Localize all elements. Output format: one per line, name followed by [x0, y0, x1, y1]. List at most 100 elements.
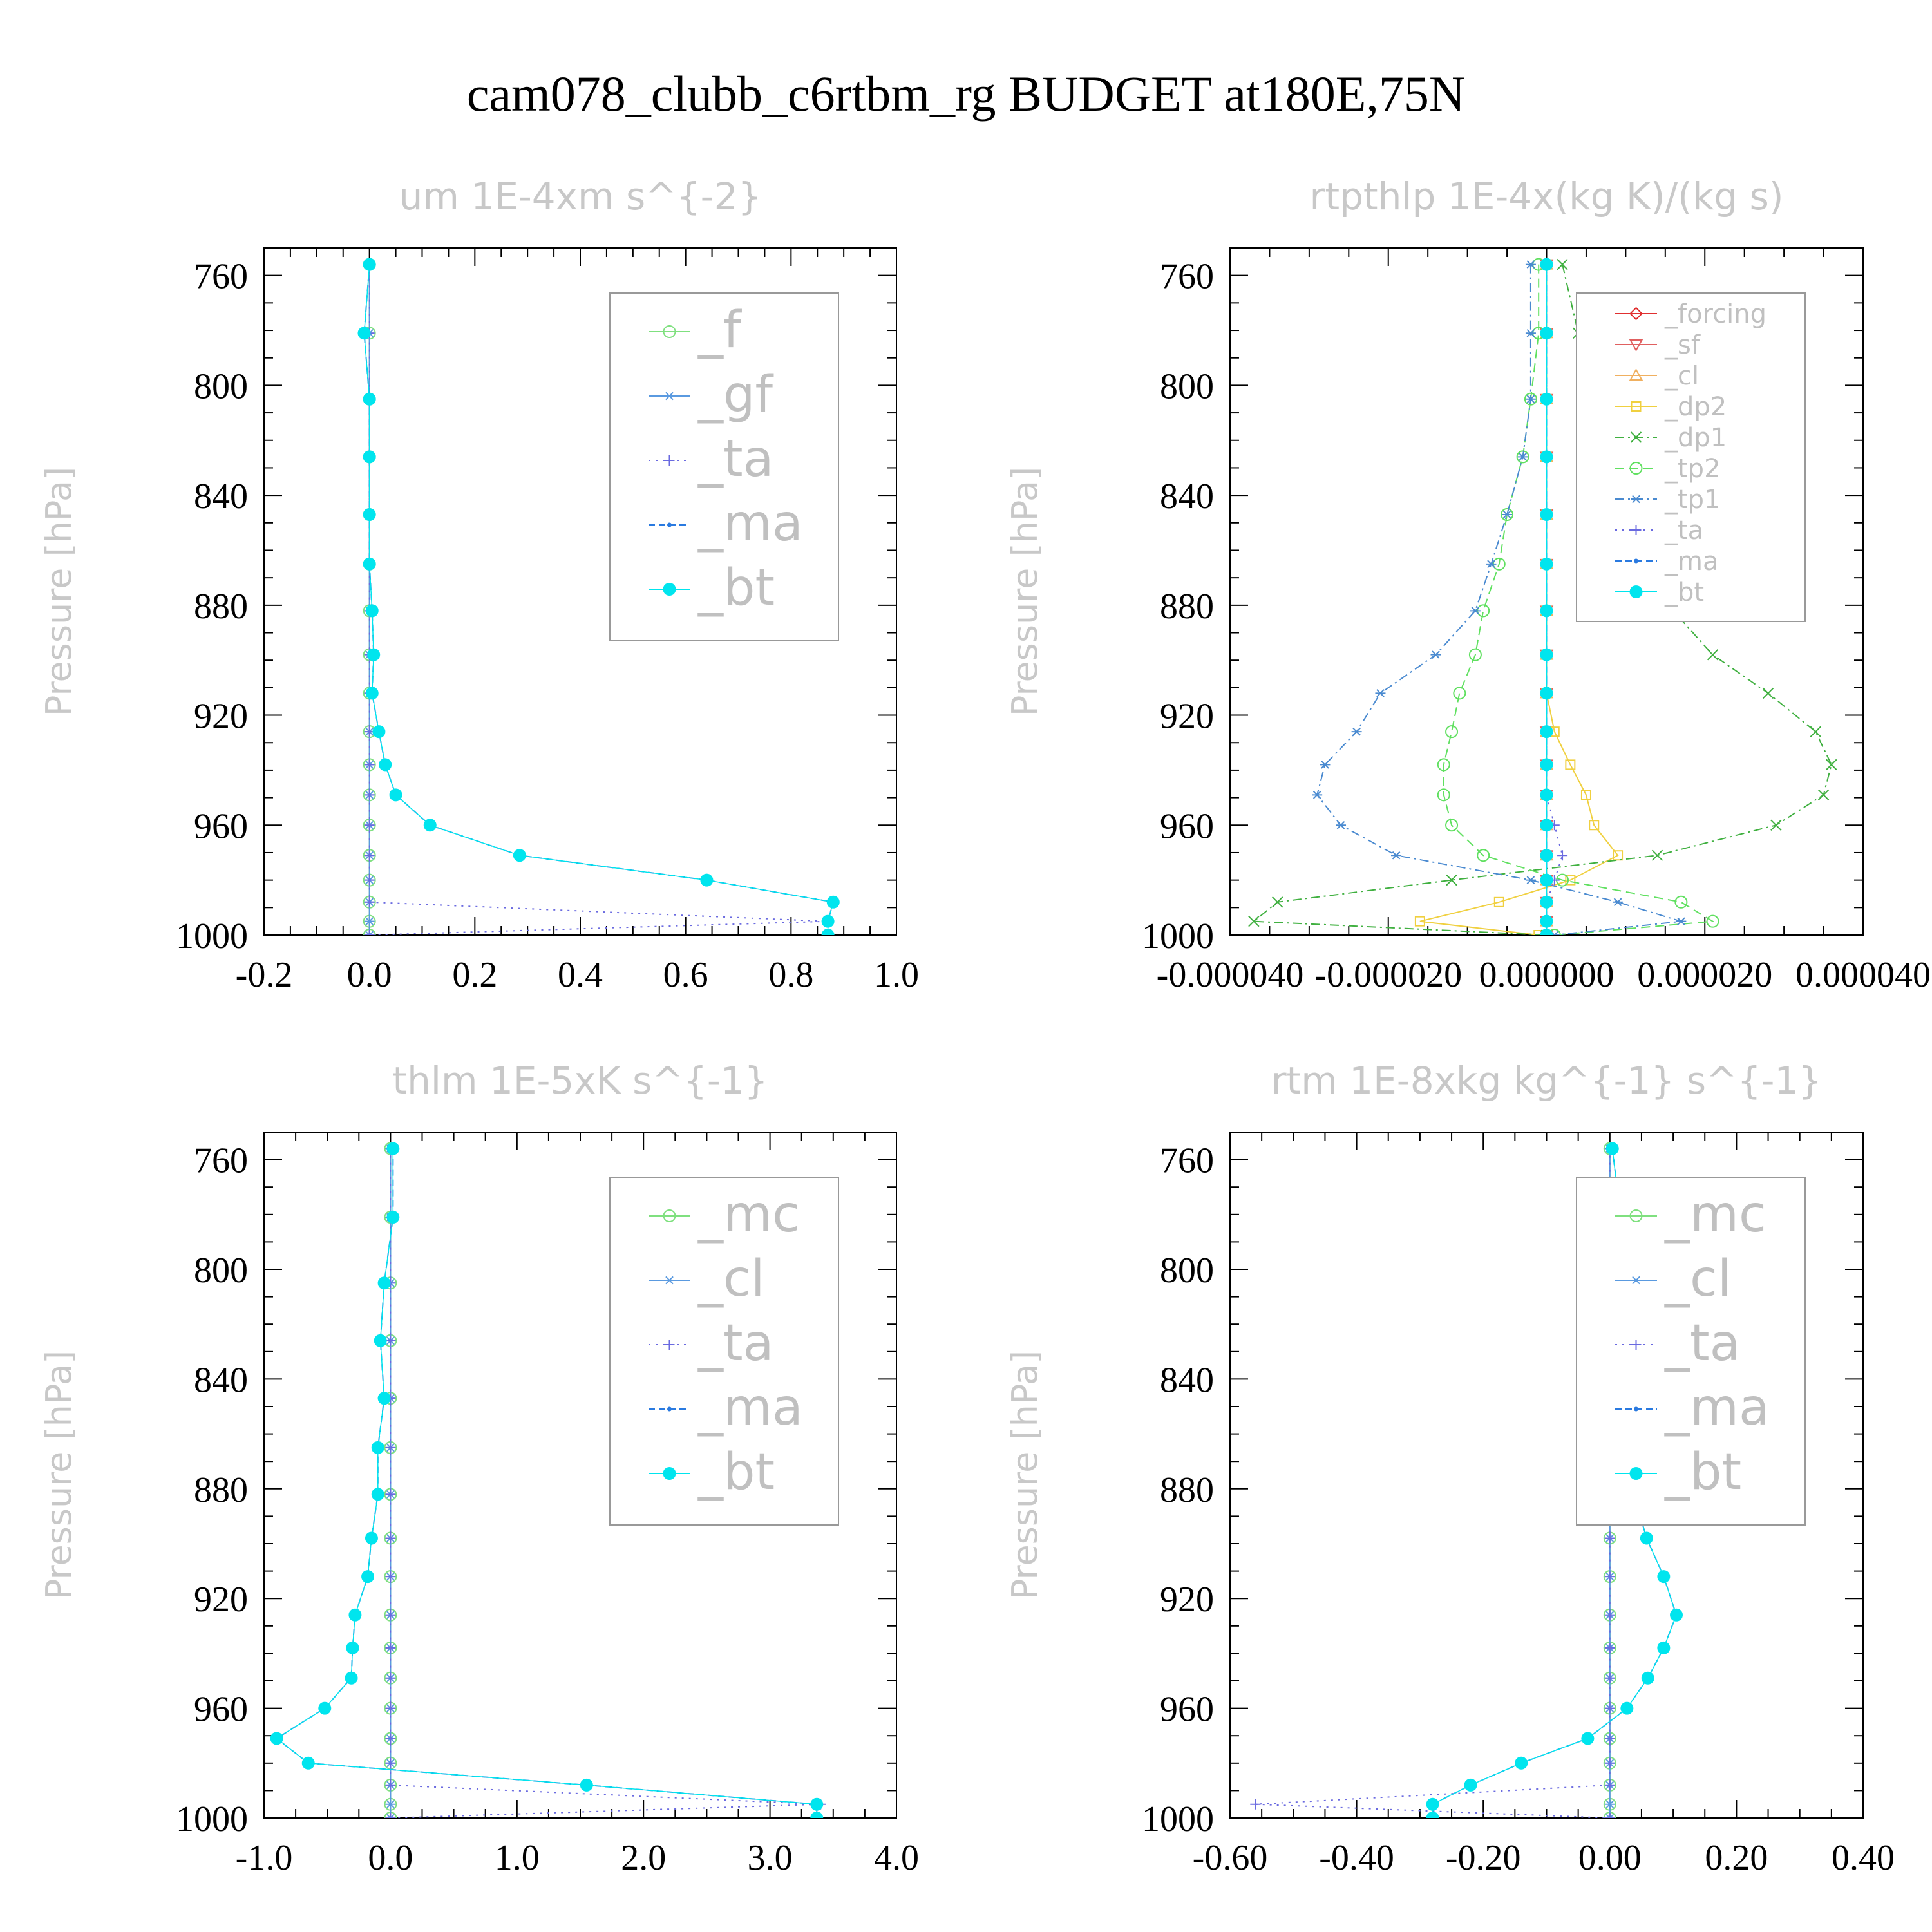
series-line [363, 264, 834, 935]
data-point [385, 1533, 396, 1544]
data-point [1817, 789, 1830, 801]
legend-marker [663, 583, 676, 596]
data-point [1604, 1733, 1615, 1744]
data-point [1468, 648, 1482, 661]
data-point [377, 1392, 391, 1405]
legend-marker [663, 325, 676, 338]
y-axis-label: Pressure [hPa] [39, 1350, 79, 1600]
data-point [1540, 895, 1553, 909]
data-point [1604, 1609, 1615, 1620]
legend: _mc _cl _ta _ma _bt [609, 1177, 839, 1526]
legend-label: _bt [1664, 578, 1704, 607]
series-bt [1540, 258, 1553, 935]
y-tick-label: 920 [194, 697, 248, 737]
data-point [318, 1701, 332, 1715]
y-tick-label: 960 [194, 806, 248, 846]
legend-label: _ta [1664, 516, 1703, 545]
legend-marker [664, 1340, 675, 1350]
panel-title: rtpthlp 1E-4x(kg K)/(kg s) [1310, 175, 1784, 218]
legend-label: _ta [1664, 1314, 1740, 1372]
data-point [1248, 915, 1260, 927]
y-tick-label: 960 [1160, 1690, 1214, 1730]
data-point [386, 1211, 400, 1224]
data-point [1464, 1778, 1477, 1792]
legend-box [1576, 1177, 1806, 1526]
y-tick-label: 1000 [1142, 916, 1214, 956]
series-line [276, 1148, 818, 1818]
legend-marker [1629, 1467, 1643, 1480]
data-point [364, 790, 375, 800]
data-point [1605, 1142, 1619, 1155]
x-tick-label: 0.000020 [1637, 955, 1772, 995]
data-point [348, 1608, 362, 1622]
data-point [363, 450, 376, 464]
data-point [1557, 258, 1568, 270]
data-point [365, 604, 379, 618]
data-point [1540, 914, 1553, 928]
data-point [1540, 873, 1553, 887]
data-point [346, 1641, 359, 1654]
data-point [810, 1797, 824, 1811]
data-point [364, 759, 375, 770]
x-tick-label: 0.0 [368, 1838, 413, 1878]
legend-label: _ta [697, 1314, 773, 1372]
data-point [1540, 648, 1553, 661]
data-point [1548, 929, 1561, 935]
data-point [364, 850, 375, 861]
legend-marker [1629, 307, 1643, 321]
data-point [1426, 1797, 1439, 1811]
data-point [365, 1531, 378, 1545]
data-point [385, 1800, 396, 1809]
legend-marker [663, 1209, 676, 1222]
legend: _f _gf _ta _ma _bt [609, 292, 839, 641]
data-point [1540, 450, 1553, 464]
data-point [1613, 898, 1624, 907]
data-point [826, 895, 840, 909]
series-line [1443, 264, 1715, 935]
data-point [1604, 1813, 1615, 1818]
data-point [385, 1442, 396, 1453]
data-point [1676, 917, 1687, 925]
legend-marker [1629, 462, 1643, 475]
data-point [700, 873, 714, 887]
data-point [385, 1609, 396, 1620]
legend-marker [663, 1467, 676, 1480]
legend-marker [1629, 1209, 1643, 1222]
y-tick-label: 760 [194, 257, 248, 297]
data-point [1516, 450, 1530, 464]
legend-label: _tp1 [1664, 485, 1721, 515]
series-line [368, 264, 828, 935]
y-tick-label: 1000 [176, 916, 248, 956]
x-tick-label: 4.0 [874, 1838, 919, 1878]
chart-panel-3: thlm 1E-5xK s^{-1} Pressure [hPa] 760 800 84… [39, 1059, 919, 1878]
data-point [1540, 788, 1553, 802]
data-point [345, 1671, 358, 1685]
y-tick-label: 960 [1160, 806, 1214, 846]
data-point [1533, 930, 1544, 935]
data-point [1557, 850, 1568, 861]
data-point [1540, 557, 1553, 571]
data-point [270, 1732, 283, 1745]
y-tick-label: 880 [194, 1470, 248, 1510]
data-point [1604, 1814, 1615, 1818]
series-bt [357, 258, 840, 935]
data-point [1640, 1531, 1653, 1545]
data-point [810, 1812, 824, 1818]
data-point [371, 1441, 384, 1454]
chart-panel-1: um 1E-4xm s^{-2} Pressure [hPa] 760 800 840 8… [39, 175, 919, 995]
data-point [363, 258, 376, 271]
data-point [385, 1757, 396, 1768]
series-ta [1541, 259, 1568, 935]
data-point [1613, 850, 1624, 861]
panel-title: thlm 1E-5xK s^{-1} [392, 1059, 768, 1103]
data-point [1517, 453, 1528, 461]
legend-label: _mc [1664, 1186, 1766, 1244]
data-point [1540, 392, 1553, 406]
data-point [1651, 849, 1663, 861]
data-point [423, 819, 437, 832]
data-point [364, 930, 375, 935]
data-point [1391, 851, 1402, 860]
data-point [1540, 687, 1553, 700]
plot-area [357, 258, 840, 935]
series-line [1255, 1148, 1611, 1818]
